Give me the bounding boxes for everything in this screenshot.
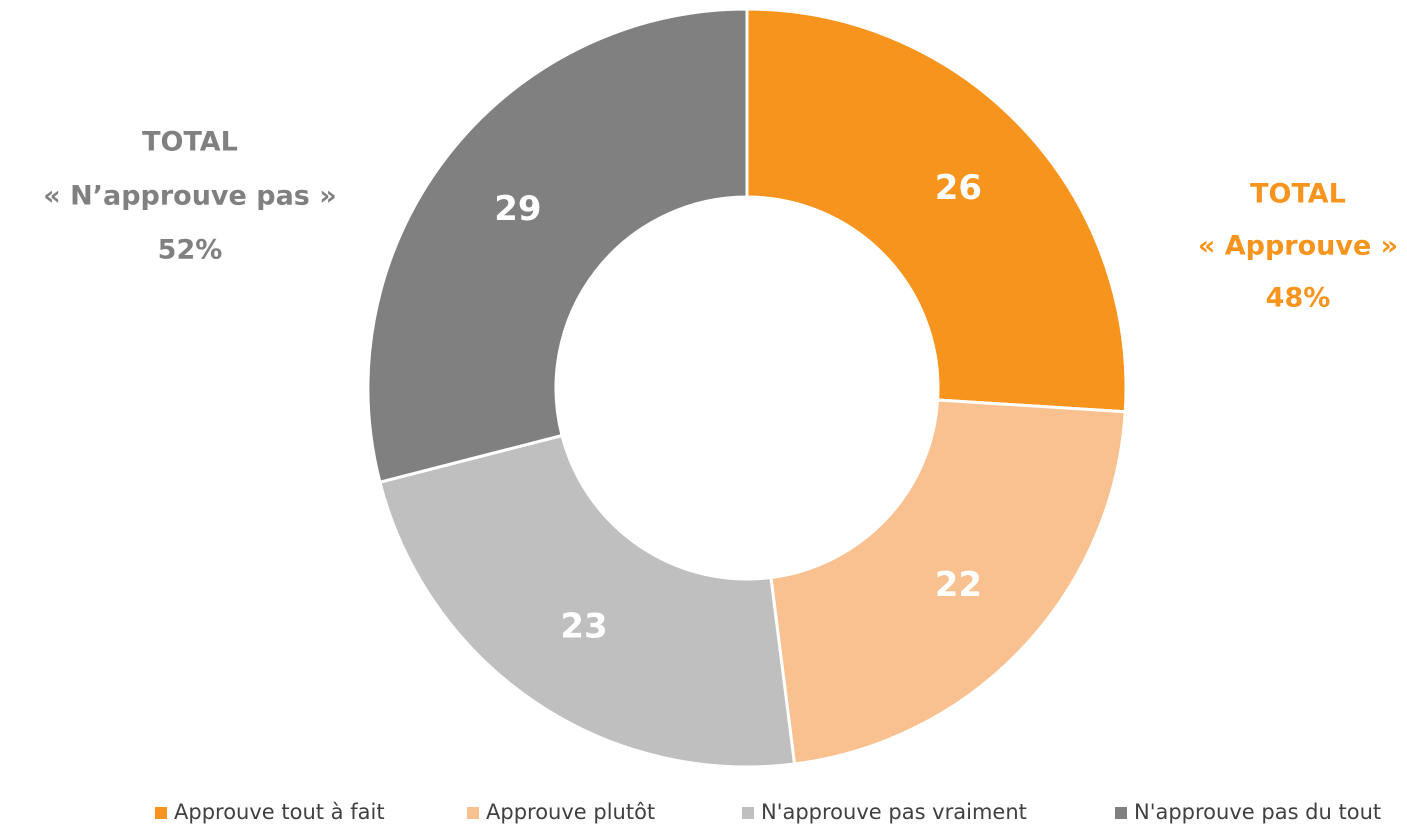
annotation: 52% bbox=[158, 235, 223, 266]
data-label: 22 bbox=[935, 565, 982, 605]
annotation: « Approuve » bbox=[1198, 231, 1398, 262]
legend-label: Approuve tout à fait bbox=[174, 800, 385, 824]
annotation: 48% bbox=[1266, 283, 1331, 314]
legend-label: N'approuve pas du tout bbox=[1134, 800, 1381, 824]
donut-segment bbox=[745, 7, 1128, 414]
donut-segment bbox=[378, 433, 797, 769]
legend-swatch bbox=[742, 807, 754, 819]
legend-swatch bbox=[467, 807, 479, 819]
annotation: « N’approuve pas » bbox=[43, 181, 336, 212]
legend-label: N'approuve pas vraiment bbox=[761, 800, 1027, 824]
donut-segment bbox=[769, 398, 1127, 766]
legend-swatch bbox=[155, 807, 167, 819]
data-label: 29 bbox=[494, 189, 541, 229]
legend-swatch bbox=[1115, 807, 1127, 819]
donut-segment bbox=[366, 7, 749, 485]
data-label: 23 bbox=[560, 606, 607, 646]
legend-label: Approuve plutôt bbox=[486, 800, 655, 824]
annotation: TOTAL bbox=[142, 127, 238, 158]
annotation: TOTAL bbox=[1250, 179, 1346, 210]
data-label: 26 bbox=[935, 168, 982, 208]
